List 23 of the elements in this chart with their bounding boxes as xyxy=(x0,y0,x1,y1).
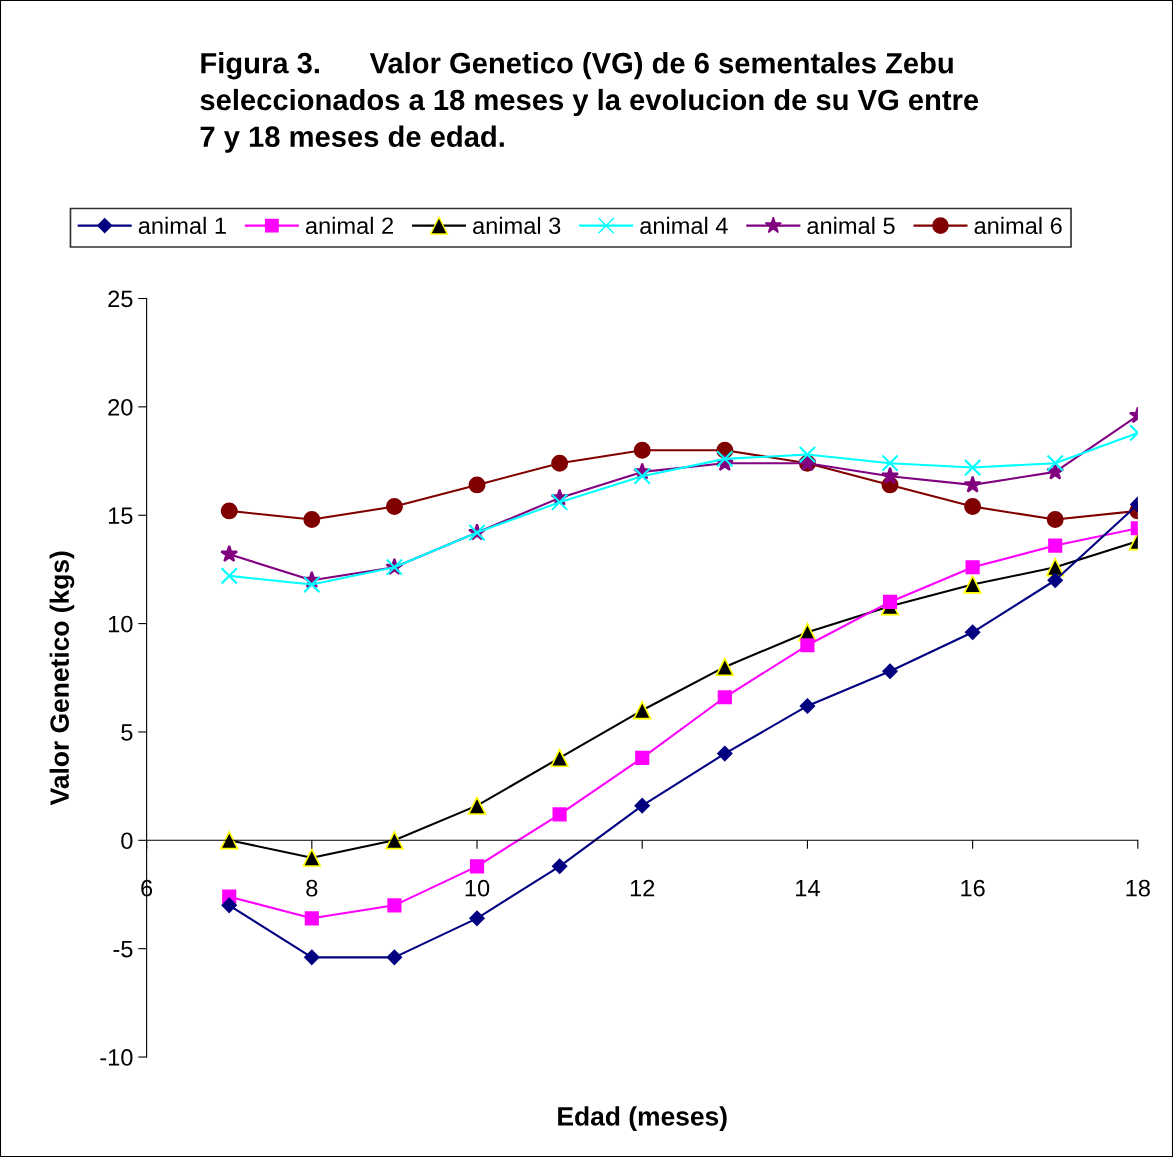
legend-label: animal 5 xyxy=(807,216,895,235)
legend-label: animal 1 xyxy=(138,216,226,235)
legend-label: animal 2 xyxy=(305,216,393,235)
y-tick-label: 10 xyxy=(108,615,133,633)
legend-label: animal 6 xyxy=(974,216,1062,235)
legend-label: animal 4 xyxy=(640,216,728,235)
legend-label: animal 3 xyxy=(473,216,561,235)
y-tick-label: 20 xyxy=(108,398,133,416)
y-tick-label: -10 xyxy=(100,1049,133,1066)
x-axis-title: Edad (meses) xyxy=(558,1106,727,1131)
x-tick-label: 18 xyxy=(1126,879,1150,897)
y-tick-label: 5 xyxy=(121,724,133,741)
y-tick-label: -5 xyxy=(113,940,133,958)
y-tick-label: 15 xyxy=(108,507,133,525)
x-tick-label: 12 xyxy=(630,879,655,897)
x-tick-label: 8 xyxy=(306,879,318,897)
chart-title: Figura 3. Valor Genetico (VG) de 6 sementales Zebu seleccionados a 18 meses y la evolucion de su VG entre 7 y 18 meses de edad. xyxy=(200,52,979,153)
y-tick-label: 25 xyxy=(108,290,133,308)
x-tick-label: 16 xyxy=(961,879,985,897)
y-tick-label: 0 xyxy=(121,832,133,850)
x-tick-label: 14 xyxy=(796,880,820,897)
x-tick-label: 10 xyxy=(465,879,490,897)
y-axis-title: Valor Genetico (kgs) xyxy=(49,551,75,806)
